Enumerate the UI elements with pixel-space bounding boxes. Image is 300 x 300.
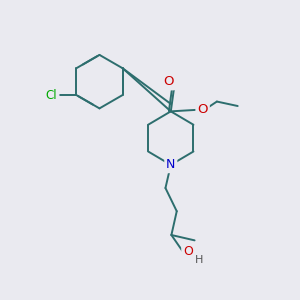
Text: Cl: Cl <box>46 88 57 101</box>
Text: N: N <box>166 158 176 171</box>
Text: H: H <box>195 255 203 265</box>
Text: O: O <box>163 75 174 88</box>
Text: O: O <box>197 103 208 116</box>
Text: O: O <box>183 245 193 258</box>
